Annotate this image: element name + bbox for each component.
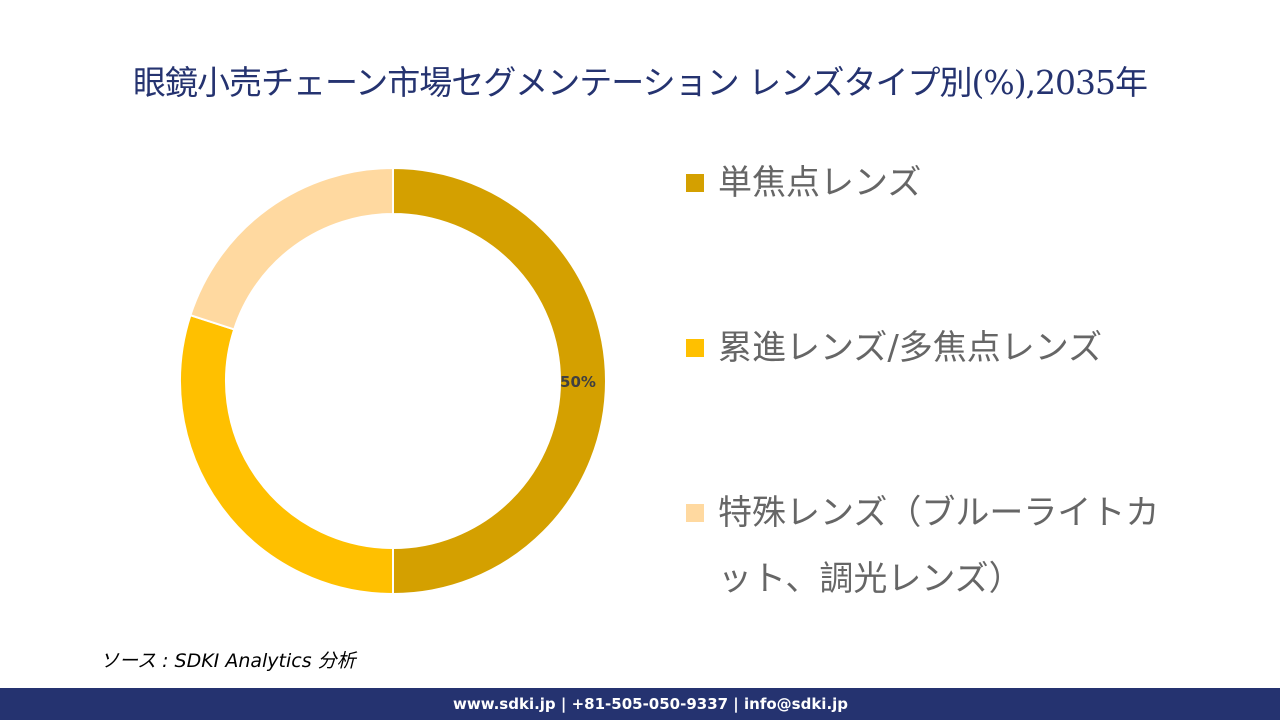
legend-item: 特殊レンズ（ブルーライトカット、調光レンズ）	[686, 480, 1166, 612]
footer-contact: www.sdki.jp | +81-505-050-9337 | info@sd…	[453, 695, 849, 713]
legend-label: 特殊レンズ（ブルーライトカット、調光レンズ）	[718, 493, 1160, 599]
legend-label: 単焦点レンズ	[718, 163, 922, 203]
legend-label: 累進レンズ/多焦点レンズ	[718, 328, 1103, 368]
donut-slice	[392, 166, 607, 596]
legend-swatch	[686, 339, 704, 357]
legend-swatch	[686, 504, 704, 522]
source-note: ソース : SDKI Analytics 分析	[100, 650, 356, 672]
data-label: 50%	[560, 373, 596, 391]
chart-title: 眼鏡小売チェーン市場セグメンテーション レンズタイプ別(%),2035年	[132, 63, 1148, 102]
donut-slice	[189, 166, 394, 331]
legend-item: 単焦点レンズ	[686, 150, 1166, 216]
donut-chart: 50%	[179, 166, 607, 596]
legend-swatch	[686, 174, 704, 192]
footer-bar: www.sdki.jp | +81-505-050-9337 | info@sd…	[0, 688, 1280, 720]
legend-item: 累進レンズ/多焦点レンズ	[686, 315, 1166, 381]
donut-slice	[179, 313, 394, 596]
